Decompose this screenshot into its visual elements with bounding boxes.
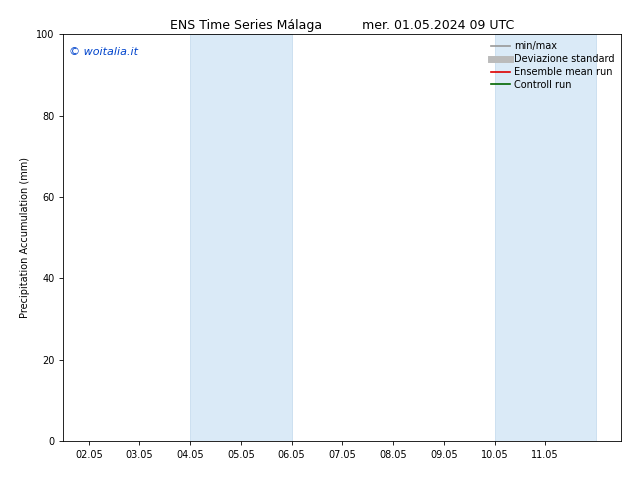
Bar	[190, 34, 292, 441]
Title: ENS Time Series Málaga          mer. 01.05.2024 09 UTC: ENS Time Series Málaga mer. 01.05.2024 0…	[171, 19, 514, 32]
Y-axis label: Precipitation Accumulation (mm): Precipitation Accumulation (mm)	[20, 157, 30, 318]
Bar	[495, 34, 596, 441]
Text: © woitalia.it: © woitalia.it	[69, 47, 138, 56]
Legend: min/max, Deviazione standard, Ensemble mean run, Controll run: min/max, Deviazione standard, Ensemble m…	[489, 39, 616, 92]
